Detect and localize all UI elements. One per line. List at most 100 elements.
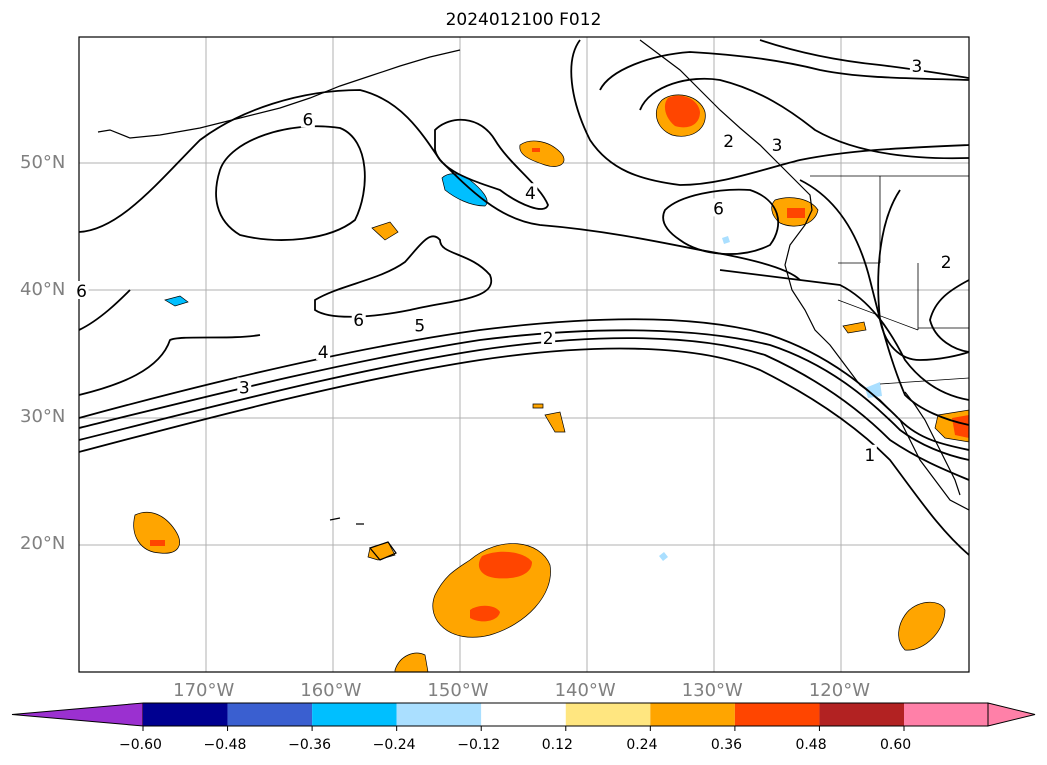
colorbar-tick-label: −0.60 [119,737,162,753]
contour-east-loop2 [929,279,970,353]
colorbar-tick-label: 0.24 [626,737,658,753]
lon-tick-label: 120°W [808,680,870,701]
contour-label: 2 [941,253,952,273]
contour-east-loop [877,189,970,361]
colorbar-segment [650,703,735,726]
contour-6-west [215,125,366,241]
contour-label-bg [541,327,556,346]
colorbar-tick-label: 0.48 [795,737,827,753]
colorbar-tick-label: 0.36 [710,737,743,753]
contour-west-edge [78,289,131,331]
shaded-region-blue-west [164,295,189,307]
colorbar-segment [481,703,566,726]
colorbar-segment [143,703,228,726]
colorbar [11,702,1036,731]
lat-tick-label: 30°N [20,406,66,427]
contour-label-bg [721,131,736,150]
contour-4-gulf [434,118,549,210]
contour-label-bg [909,56,924,75]
contour-label: 4 [318,343,329,363]
colorbar-segment [819,703,904,726]
map-title: 2024012100 F012 [445,10,602,30]
contour-label-bg [711,198,726,217]
shaded-region-120w [842,321,867,334]
contour-2 [78,337,970,481]
colorbar-tick-label: 0.12 [541,737,573,753]
coastline-hawaii [329,517,397,561]
contour-label: 6 [76,282,87,302]
colorbar-segment [227,703,313,726]
lat-tick-label: 20°N [20,533,66,554]
contour-label: 3 [239,379,250,399]
lon-tick-label: 160°W [300,680,362,701]
shaded-region-160w [371,221,399,241]
shaded-region-west-hawaii [133,511,180,554]
coastline-north-america [639,39,970,511]
shaded-region-blue-small [659,552,668,561]
contour-west-edge2 [78,334,261,396]
contour-labels: 6 4 6 6 5 4 3 2 6 2 3 3 2 1 [74,56,954,466]
shaded-region-hawaii-south-core2 [470,605,500,622]
coastlines [97,39,970,561]
colorbar-tick-label: −0.24 [372,737,416,753]
contour-1 [78,347,970,556]
contour-4 [78,318,970,451]
contour-outer-panhandle [570,39,970,186]
lon-tick-label: 150°W [427,680,489,701]
contour-label-bg [316,341,331,360]
contour-label: 2 [723,132,734,152]
colorbar-segment [396,703,482,726]
contour-lines [78,39,970,556]
lon-tick-label: 130°W [681,680,743,701]
lat-tick-label: 40°N [20,279,66,300]
contour-label: 2 [543,329,554,349]
contour-label: 6 [302,111,313,131]
contour-label-bg [770,134,785,153]
contour-2-alaska [639,77,970,160]
contour-3-alaska [599,51,970,91]
contour-label-bg [237,377,252,396]
contour-label: 3 [772,136,783,156]
lon-tick-label: 140°W [554,680,616,701]
map-gridlines [79,37,969,672]
colorbar-under-extension [11,702,144,727]
contour-label-bg [862,444,877,463]
contour-label: 6 [353,311,364,331]
contour-label: 4 [525,184,536,204]
contour-6-central [314,235,493,318]
shaded-region-gulf-south [519,140,565,167]
contour-3 [78,329,970,461]
contour-label: 1 [864,446,875,466]
contour-label: 5 [414,316,425,336]
colorbar-segment [734,703,820,726]
shaded-region-baja-south [898,602,946,651]
colorbar-segment [904,703,988,726]
shaded-region-bottom [394,652,429,673]
coastline-baja [904,391,961,496]
shaded-region-south-140 [544,411,566,433]
political-borders [810,175,970,385]
shaded-region-hawaii-south-core [478,551,532,579]
shaded-region-blue-california [865,382,882,398]
contour-label-bg [300,109,315,128]
colorbar-tick-label: −0.36 [288,737,332,753]
colorbar-tick-label: −0.48 [203,737,247,753]
lon-tick-label: 170°W [173,680,235,701]
contour-label-bg [412,315,427,334]
contour-label-bg [351,310,366,329]
colorbar-segment [565,703,651,726]
border-states [837,176,969,331]
contour-label-bg [74,281,89,299]
contour-label: 6 [713,199,724,219]
colorbar-tick-label: 0.60 [880,737,912,753]
contour-label: 3 [911,57,922,77]
coastline-aleutians [97,49,461,139]
map-frame [78,36,970,673]
colorbar-tick-label: −0.12 [457,737,501,753]
contour-label-bg [939,251,954,270]
colorbar-segment [312,703,397,726]
contour-6-oregon [662,188,779,255]
colorbar-over-extension [987,702,1036,727]
contour-wrap-east [719,269,970,401]
